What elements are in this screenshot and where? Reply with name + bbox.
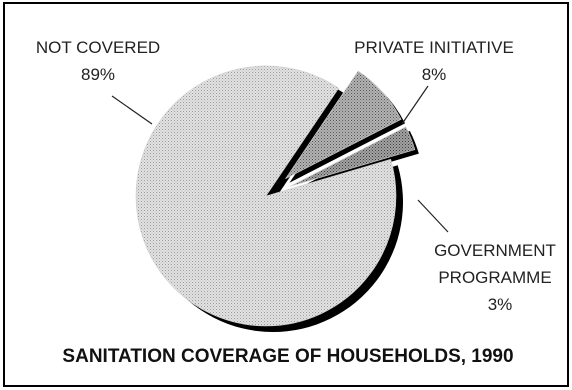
leader-line-government <box>417 199 449 233</box>
label-not-covered-name: NOT COVERED <box>36 38 160 57</box>
label-private-name: PRIVATE INITIATIVE <box>354 38 514 57</box>
label-private-value: 8% <box>422 65 447 84</box>
label-not-covered-value: 89% <box>81 65 115 84</box>
pie-slices <box>135 65 419 332</box>
leader-line-private <box>401 85 429 125</box>
label-government-name-line1: GOVERNMENT <box>434 241 556 260</box>
slice-private-initiative <box>285 70 402 180</box>
slice-government-programme <box>290 126 416 187</box>
chart-title: SANITATION COVERAGE OF HOUSEHOLDS, 1990 <box>62 346 513 367</box>
label-government-name-line2: PROGRAMME <box>438 268 551 287</box>
slice-not-covered <box>135 65 397 327</box>
label-government-value: 3% <box>488 295 513 314</box>
leader-line-not-covered <box>111 95 153 125</box>
